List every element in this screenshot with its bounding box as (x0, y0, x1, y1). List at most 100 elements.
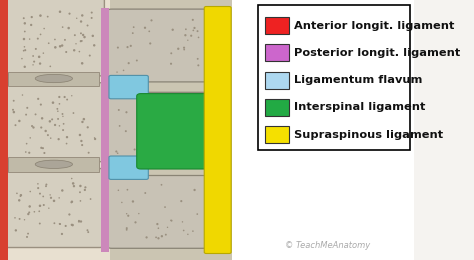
Point (58, 43, 66, 48)
Point (58, 232, 66, 236)
Point (25, 212, 32, 216)
Point (68, 200, 75, 204)
Point (147, 137, 155, 141)
Point (186, 149, 194, 153)
Point (182, 33, 189, 37)
Point (180, 46, 188, 50)
Point (34, 37, 42, 41)
Point (63, 141, 70, 146)
Bar (0, 0, 8, 260)
Point (153, 136, 160, 141)
Point (124, 45, 131, 49)
Point (182, 129, 189, 133)
Point (191, 188, 198, 192)
Point (59, 25, 66, 29)
Point (55, 196, 63, 200)
Text: Anterior longit. ligament: Anterior longit. ligament (294, 21, 455, 31)
Point (180, 228, 187, 232)
Point (161, 120, 169, 125)
Point (46, 119, 54, 124)
Point (55, 95, 63, 99)
FancyBboxPatch shape (3, 168, 104, 248)
Point (91, 137, 99, 141)
Point (120, 68, 128, 73)
Point (47, 196, 55, 200)
Point (129, 31, 137, 35)
Point (17, 193, 25, 197)
Point (78, 61, 86, 66)
Text: Interspinal ligament: Interspinal ligament (294, 102, 426, 112)
Point (66, 11, 73, 16)
Point (114, 46, 122, 50)
Point (21, 21, 28, 25)
Point (113, 70, 121, 74)
Point (112, 150, 120, 154)
Point (79, 120, 86, 124)
FancyBboxPatch shape (265, 17, 289, 34)
Point (155, 226, 162, 230)
Point (73, 16, 81, 20)
Point (32, 47, 40, 51)
Point (36, 192, 44, 196)
Point (22, 113, 30, 117)
Point (61, 95, 68, 99)
Point (44, 133, 52, 137)
Point (169, 28, 176, 32)
Point (162, 233, 170, 237)
Point (124, 188, 131, 192)
Point (12, 123, 19, 127)
Point (147, 122, 155, 126)
Point (84, 23, 91, 28)
Point (16, 119, 23, 123)
Point (189, 229, 197, 233)
FancyBboxPatch shape (106, 9, 209, 82)
Point (167, 62, 175, 66)
Point (140, 112, 148, 116)
FancyBboxPatch shape (3, 83, 104, 162)
Point (79, 33, 87, 37)
Point (168, 219, 175, 223)
Point (62, 224, 70, 228)
Point (21, 65, 28, 69)
Point (76, 133, 84, 137)
Point (184, 38, 191, 42)
FancyBboxPatch shape (258, 5, 410, 149)
Point (17, 194, 24, 198)
Point (31, 210, 38, 214)
Point (37, 146, 45, 150)
Point (71, 33, 79, 37)
Point (35, 186, 42, 190)
Point (55, 124, 63, 128)
Point (81, 188, 89, 192)
Point (167, 51, 175, 55)
Point (51, 123, 59, 127)
Point (16, 198, 23, 202)
Text: Supraspinous ligament: Supraspinous ligament (294, 129, 443, 140)
Point (135, 122, 143, 126)
Point (47, 136, 55, 140)
Point (56, 44, 64, 48)
FancyBboxPatch shape (109, 75, 148, 99)
Point (190, 28, 197, 32)
Point (79, 13, 86, 17)
Text: Ligamentum flavum: Ligamentum flavum (294, 75, 422, 85)
Point (37, 102, 45, 107)
Point (26, 210, 33, 214)
Point (134, 126, 142, 131)
Point (51, 221, 58, 225)
Point (164, 225, 171, 229)
Point (116, 124, 123, 128)
Point (30, 125, 37, 129)
FancyBboxPatch shape (106, 92, 209, 165)
Point (88, 16, 95, 20)
Point (26, 204, 34, 209)
Point (16, 217, 23, 221)
Point (129, 199, 137, 204)
Point (26, 37, 34, 41)
Point (184, 232, 191, 236)
Point (68, 177, 75, 181)
Point (20, 49, 27, 53)
Point (191, 146, 198, 150)
Text: © TeachMeAnatomy: © TeachMeAnatomy (285, 240, 370, 250)
Point (193, 212, 201, 216)
